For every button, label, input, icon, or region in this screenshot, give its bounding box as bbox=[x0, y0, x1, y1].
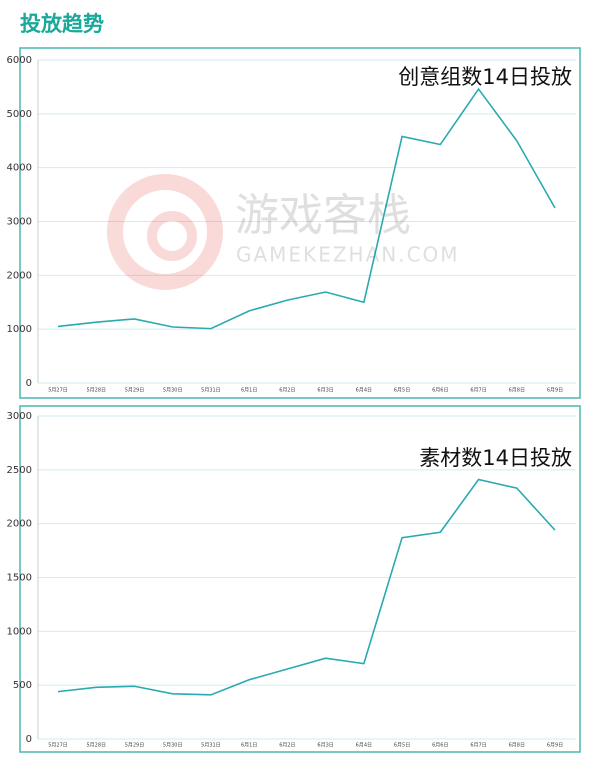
y-tick-label: 5000 bbox=[7, 109, 32, 120]
chart-frame bbox=[19, 405, 581, 753]
watermark-subtext: GAMEKEZHAN.COM bbox=[236, 243, 460, 267]
y-tick-label: 3000 bbox=[7, 411, 32, 422]
x-tick-label: 6月7日 bbox=[470, 388, 486, 394]
page-title: 投放趋势 bbox=[20, 12, 104, 36]
watermark-logo-inner bbox=[147, 211, 197, 261]
x-tick-label: 6月3日 bbox=[317, 743, 333, 749]
x-tick-label: 6月6日 bbox=[432, 388, 448, 394]
x-tick-label: 6月8日 bbox=[509, 388, 525, 394]
x-tick-label: 5月28日 bbox=[86, 743, 106, 749]
x-tick-label: 6月4日 bbox=[356, 388, 372, 394]
x-tick-label: 5月30日 bbox=[163, 388, 183, 394]
y-tick-label: 2000 bbox=[7, 270, 32, 281]
y-tick-label: 1500 bbox=[7, 573, 32, 584]
x-tick-label: 6月1日 bbox=[241, 388, 257, 394]
x-tick-label: 6月9日 bbox=[547, 388, 563, 394]
y-tick-label: 1000 bbox=[7, 324, 32, 335]
data-line bbox=[57, 478, 556, 696]
x-tick-label: 5月29日 bbox=[125, 743, 145, 749]
x-tick-label: 6月8日 bbox=[509, 743, 525, 749]
watermark-logo bbox=[107, 174, 223, 290]
y-tick-label: 4000 bbox=[7, 163, 32, 174]
x-tick-label: 5月27日 bbox=[48, 743, 68, 749]
y-tick-label: 1000 bbox=[7, 626, 32, 637]
y-tick-label: 500 bbox=[13, 680, 32, 691]
y-tick-label: 6000 bbox=[7, 55, 32, 66]
x-tick-label: 6月7日 bbox=[470, 743, 486, 749]
x-tick-label: 5月28日 bbox=[86, 388, 106, 394]
x-tick-label: 6月4日 bbox=[356, 743, 372, 749]
x-tick-label: 5月31日 bbox=[201, 388, 221, 394]
y-tick-label: 0 bbox=[26, 378, 32, 389]
data-line bbox=[57, 87, 556, 330]
x-tick-label: 6月1日 bbox=[241, 743, 257, 749]
y-tick-label: 3000 bbox=[7, 217, 32, 228]
x-tick-label: 5月27日 bbox=[48, 388, 68, 394]
watermark-text: 游戏客栈 bbox=[235, 190, 411, 241]
x-tick-label: 5月30日 bbox=[163, 743, 183, 749]
x-tick-label: 6月9日 bbox=[547, 743, 563, 749]
x-tick-label: 5月29日 bbox=[125, 388, 145, 394]
y-tick-label: 2500 bbox=[7, 465, 32, 476]
chart-title: 素材数14日投放 bbox=[419, 446, 572, 470]
x-tick-label: 6月5日 bbox=[394, 388, 410, 394]
y-tick-label: 0 bbox=[26, 734, 32, 745]
x-tick-label: 6月3日 bbox=[317, 388, 333, 394]
x-tick-label: 5月31日 bbox=[201, 743, 221, 749]
x-tick-label: 6月5日 bbox=[394, 743, 410, 749]
chart-frame bbox=[19, 47, 581, 399]
chart-title: 创意组数14日投放 bbox=[398, 65, 572, 89]
x-tick-label: 6月2日 bbox=[279, 388, 295, 394]
x-tick-label: 6月2日 bbox=[279, 743, 295, 749]
x-tick-label: 6月6日 bbox=[432, 743, 448, 749]
y-tick-label: 2000 bbox=[7, 519, 32, 530]
